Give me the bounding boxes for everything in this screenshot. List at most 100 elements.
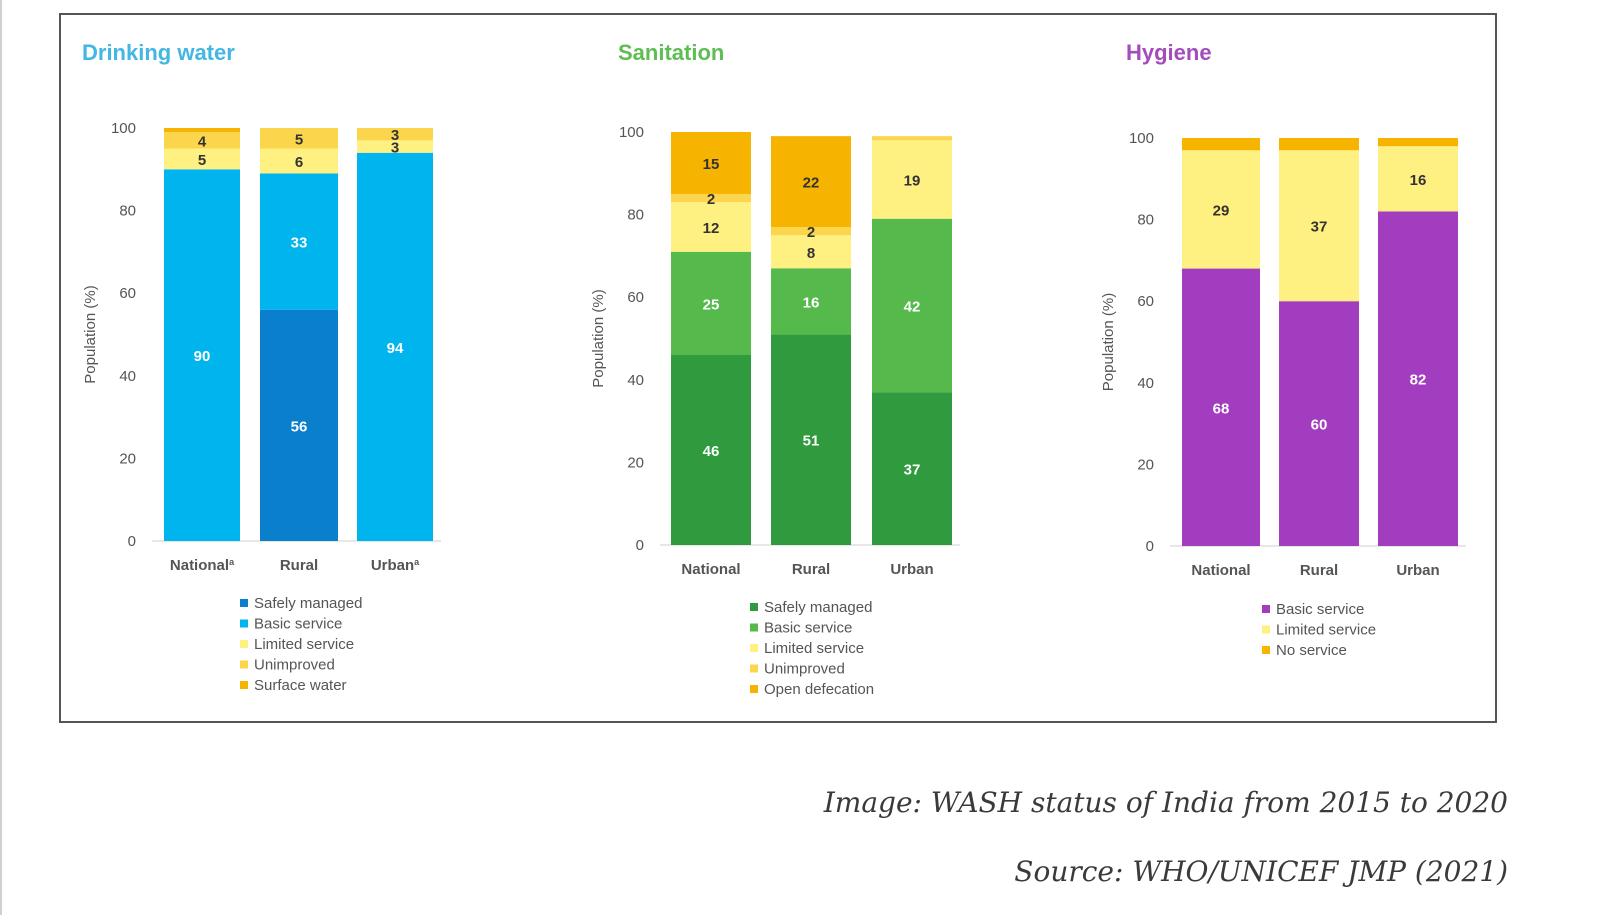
legend-label: Unimproved (764, 661, 845, 678)
y-tick-label: 60 (627, 289, 644, 306)
legend-label: Limited service (1276, 622, 1376, 639)
bar-segment (872, 136, 952, 141)
y-tick-label: 80 (1137, 212, 1154, 229)
legend-label: Basic service (764, 620, 852, 637)
y-tick-label: 80 (627, 207, 644, 224)
legend-label: Safely managed (254, 595, 362, 612)
legend-label: Basic service (254, 616, 342, 633)
data-label: 90 (194, 348, 211, 365)
y-tick-label: 100 (111, 120, 136, 137)
y-tick-label: 20 (627, 454, 644, 471)
y-tick-label: 60 (1137, 293, 1154, 310)
category-label: National (681, 561, 740, 578)
bar-segment (771, 226, 851, 236)
legend-label: Safely managed (764, 599, 872, 616)
y-tick-label: 20 (1137, 456, 1154, 473)
bar-segment (1279, 301, 1359, 546)
data-label: 16 (1410, 172, 1427, 189)
legend-label: Unimproved (254, 657, 335, 674)
page-left-border (0, 0, 2, 915)
legend-swatch (240, 660, 248, 669)
bar-segment (671, 202, 751, 252)
bar-segment (1182, 150, 1260, 269)
y-tick-label: 0 (1146, 538, 1154, 555)
legend-swatch (1262, 625, 1270, 634)
y-tick-label: 100 (1129, 130, 1154, 147)
data-label: 25 (703, 296, 720, 313)
data-label: 16 (803, 294, 820, 311)
bar-segment (1182, 138, 1260, 151)
bar-segment (771, 268, 851, 335)
data-label: 42 (904, 298, 921, 315)
bar-segment (260, 309, 338, 541)
bar-segment (1279, 138, 1359, 151)
y-tick-label: 40 (1137, 375, 1154, 392)
data-label: 6 (295, 154, 303, 171)
y-tick-label: 40 (119, 368, 136, 385)
data-label: 5 (295, 131, 303, 148)
bar-segment (771, 235, 851, 269)
category-label: Urbana (371, 557, 420, 574)
y-tick-label: 40 (627, 372, 644, 389)
data-label: 2 (707, 191, 715, 208)
bar-segment (671, 193, 751, 203)
category-label: Rural (280, 557, 318, 574)
bar-segment (1378, 138, 1458, 147)
data-label: 46 (703, 443, 720, 460)
bar-segment (164, 132, 240, 149)
data-label: 15 (703, 156, 720, 173)
y-tick-label: 60 (119, 285, 136, 302)
bar-segment (671, 355, 751, 545)
y-tick-label: 100 (619, 124, 644, 141)
bar-segment (164, 148, 240, 170)
legend-swatch (750, 623, 758, 632)
bar-segment (260, 173, 338, 310)
bar-segment (771, 136, 851, 227)
legend-label: Basic service (1276, 601, 1364, 618)
data-label: 29 (1213, 202, 1230, 219)
bar-segment (872, 218, 952, 393)
bar-segment (1378, 146, 1458, 212)
data-label: 4 (198, 133, 207, 150)
bar-segment (260, 128, 338, 149)
bar-segment (164, 128, 240, 133)
data-label: 37 (904, 462, 921, 479)
bar-segment (357, 128, 433, 141)
chart-hygiene: Hygiene Population (%) 0 20 40 60 80 100 68 29 Nat… (1100, 40, 1466, 659)
chart-title: Sanitation (618, 40, 724, 65)
caption-title: Image: WASH status of India from 2015 to… (823, 786, 1508, 819)
category-label: Rural (1300, 562, 1338, 579)
data-label: 5 (198, 152, 206, 169)
bar-segment (1182, 268, 1260, 546)
bar-segment (1279, 150, 1359, 302)
data-label: 82 (1410, 372, 1427, 389)
caption-source: Source: WHO/UNICEF JMP (2021) (1014, 855, 1508, 888)
data-label: 37 (1311, 219, 1328, 236)
legend-swatch (750, 685, 758, 693)
legend-swatch (750, 603, 758, 611)
chart-title: Hygiene (1126, 40, 1212, 65)
data-label: 94 (387, 340, 404, 357)
data-label: 60 (1311, 417, 1328, 434)
category-label: Rural (792, 561, 830, 578)
legend-label: Limited service (764, 640, 864, 657)
data-label: 8 (807, 245, 815, 262)
legend-swatch (750, 644, 758, 652)
legend-swatch (750, 664, 758, 673)
category-footnote-mark: a (414, 557, 420, 567)
data-label: 3 (391, 140, 399, 157)
legend-label: Surface water (254, 677, 347, 694)
bar-segment (872, 140, 952, 219)
data-label: 22 (803, 175, 820, 192)
legend-swatch (240, 640, 248, 648)
y-tick-label: 20 (119, 450, 136, 467)
data-label: 3 (391, 127, 399, 144)
y-tick-label: 80 (119, 203, 136, 220)
category-footnote-mark: a (229, 557, 235, 567)
chart-frame (59, 13, 1497, 723)
bar-segment (357, 140, 433, 153)
data-label: 2 (807, 224, 815, 241)
chart-title: Drinking water (82, 40, 235, 65)
